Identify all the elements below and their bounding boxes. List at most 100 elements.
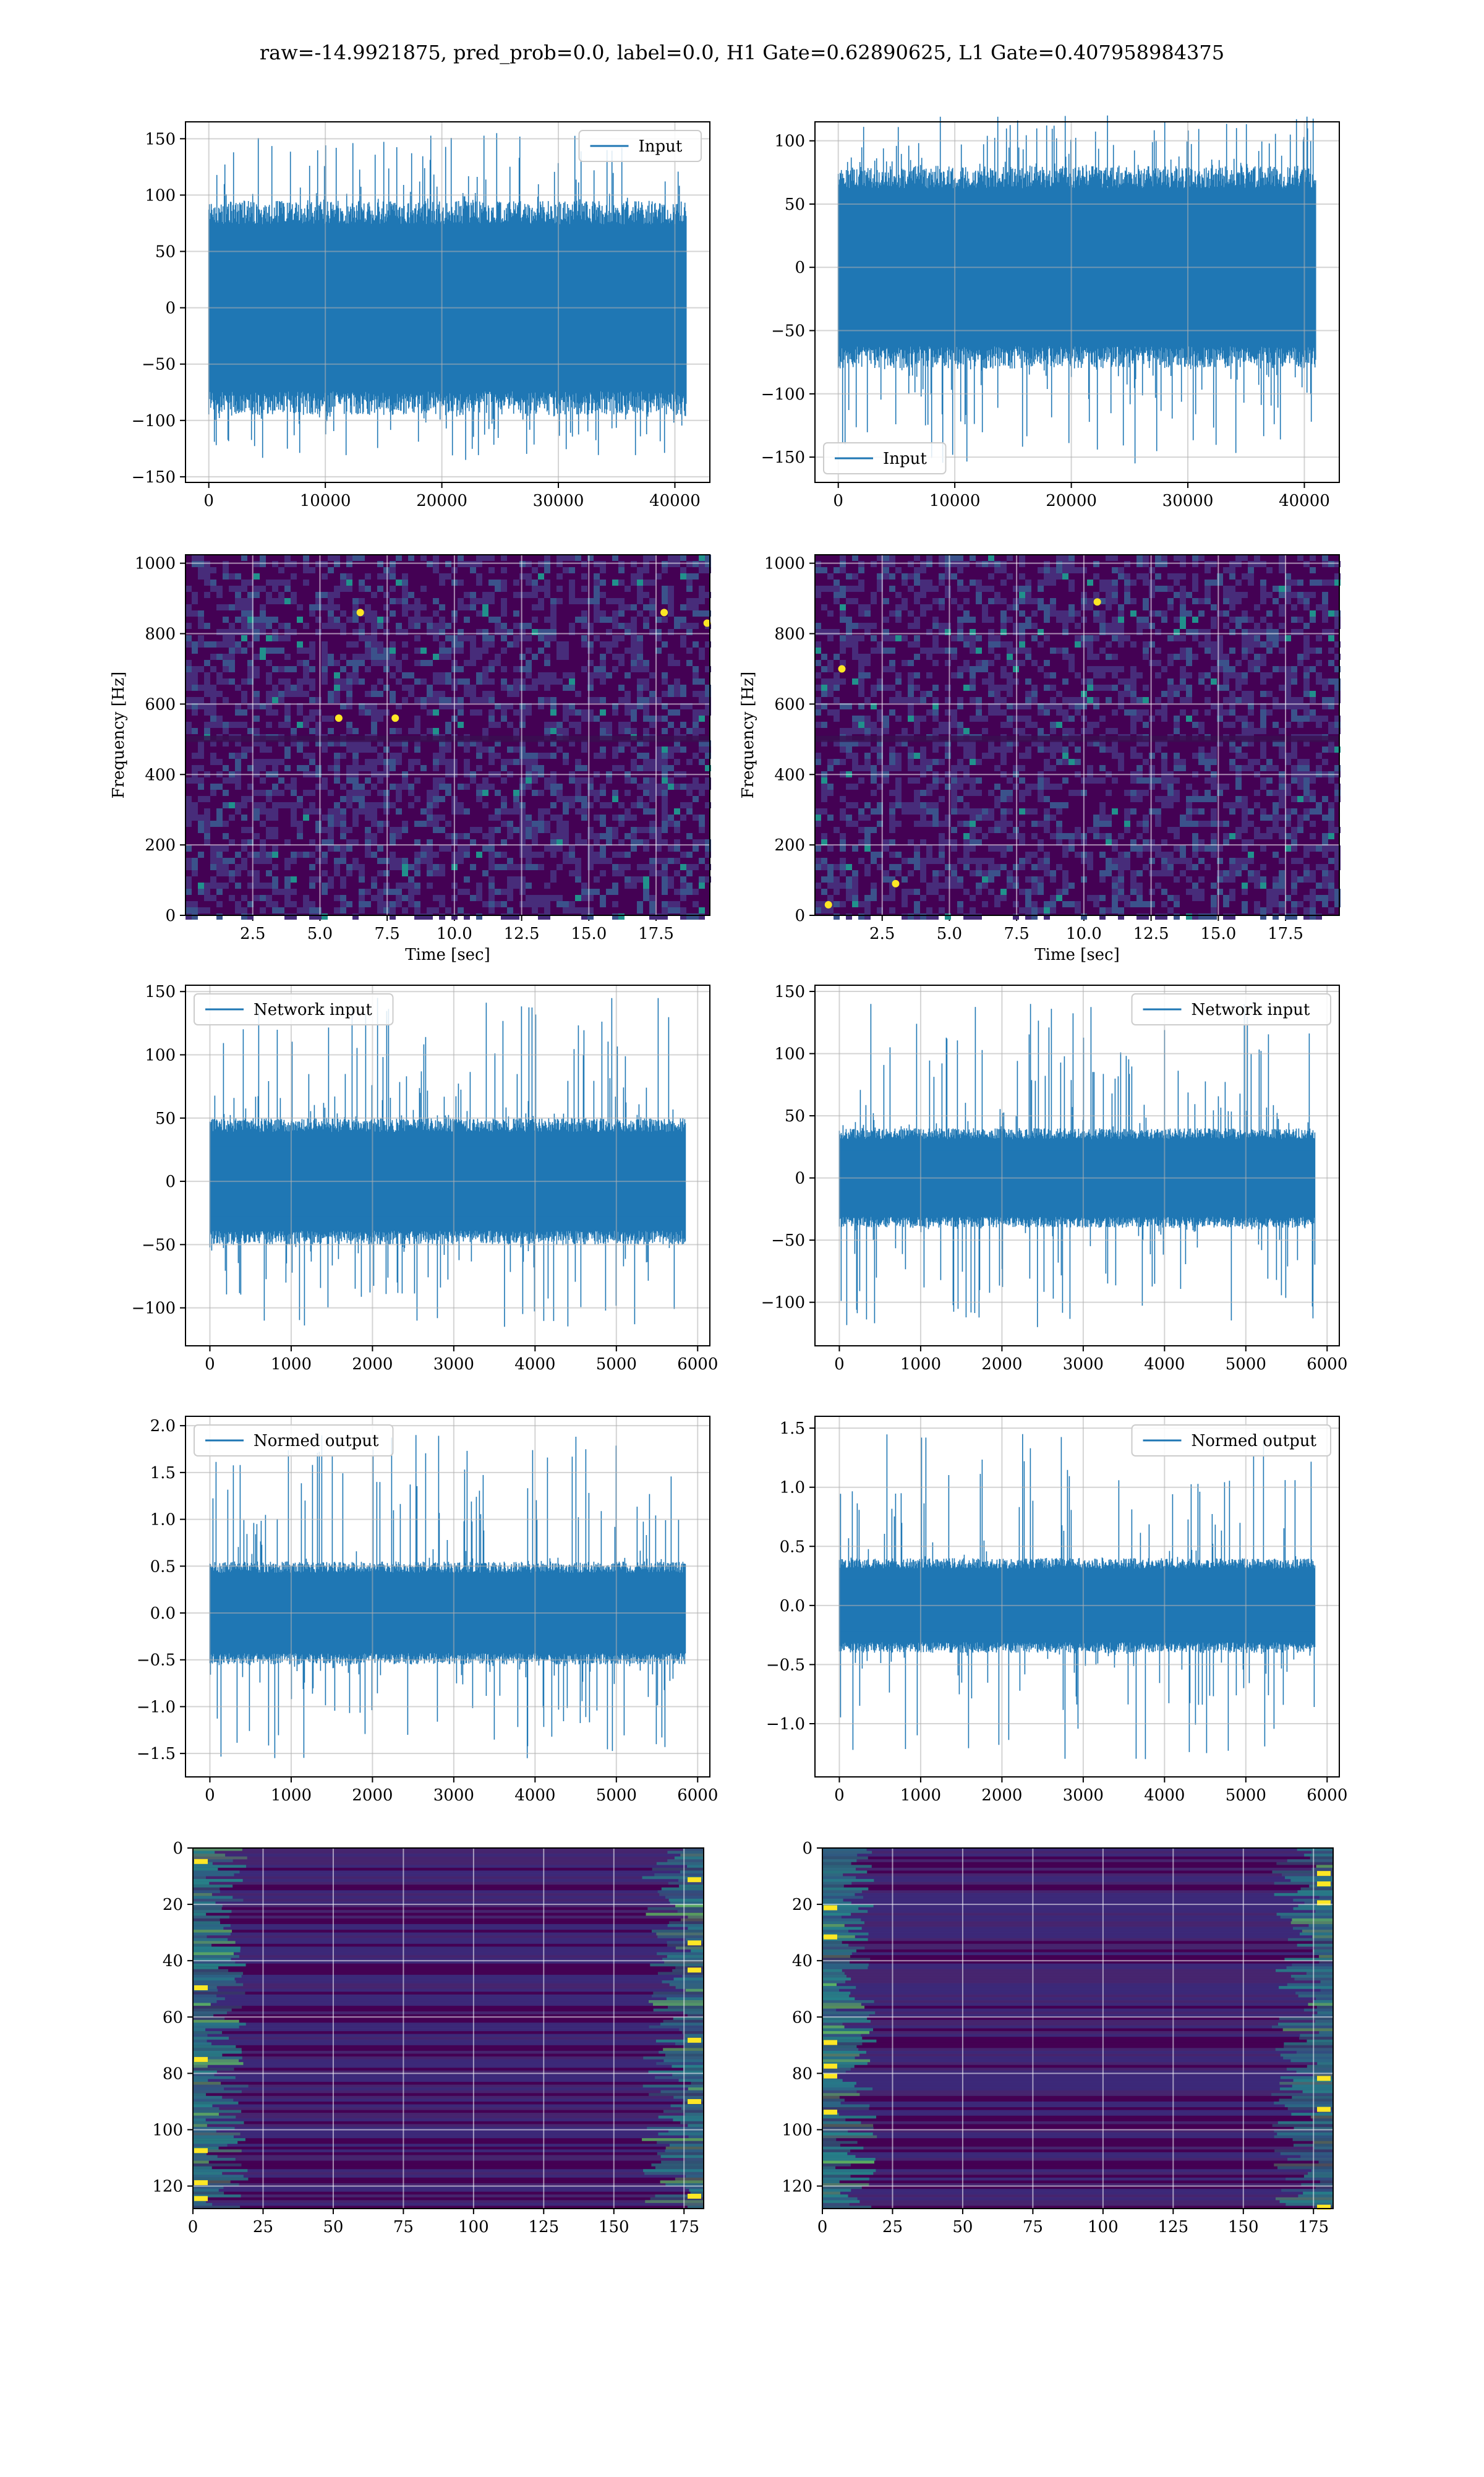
- h1-spectrogram-cell: [513, 802, 519, 808]
- h1-spectrogram-cell: [538, 753, 544, 759]
- h1-spectrogram-cell: [680, 747, 686, 753]
- h1-spectrogram-cell: [458, 858, 464, 864]
- l1-spectrogram-cell: [1229, 592, 1235, 598]
- h1-spectrogram-cell: [266, 747, 272, 753]
- l1-spectrogram-cell: [852, 678, 858, 685]
- l1-spectrogram-cell: [1303, 815, 1310, 821]
- h1-spectrogram-cell: [581, 802, 587, 808]
- l1-spectrogram-cell: [1044, 759, 1050, 765]
- l1-spectrogram-cell: [926, 802, 932, 808]
- l1-spectrogram-cell: [815, 815, 821, 821]
- h1-spectrogram-cell: [563, 827, 569, 833]
- h1-spectrogram-cell: [260, 821, 266, 827]
- l1-spectrogram-cell: [1155, 796, 1161, 802]
- h1-spectrogram-cell: [198, 573, 204, 580]
- h1-spectrogram-cell: [266, 808, 272, 815]
- l1-spectrogram-cell: [1254, 660, 1260, 666]
- h1-spectrogram-cell: [458, 852, 464, 858]
- l1-spectrogram-cell: [994, 901, 1000, 907]
- h1-spectrogram-cell: [699, 790, 705, 796]
- l1-spectrogram-cell: [1205, 561, 1211, 567]
- h1-spectrogram-cell: [575, 833, 581, 839]
- h1-spectrogram-cell: [278, 678, 284, 685]
- l1-spectrogram-cell: [1291, 833, 1297, 839]
- l1-spectrogram-cell: [1161, 913, 1167, 920]
- l1-spectrogram-ytick-label: 800: [774, 625, 805, 644]
- h1-spectrogram-cell: [643, 864, 649, 870]
- l1-spectrogram-cell: [883, 765, 889, 771]
- l1-spectrogram-cell: [982, 901, 988, 907]
- h1-spectrogram-cell: [383, 790, 390, 796]
- l1-spectrogram-cell: [1242, 858, 1248, 864]
- h1-spectrogram-cell: [371, 660, 377, 666]
- l1-spectrogram-cell: [1044, 796, 1050, 802]
- h1-spectrogram-cell: [556, 654, 563, 660]
- l1-spectrogram-cell: [1291, 709, 1297, 716]
- l1-spectrogram-cell: [1273, 641, 1279, 648]
- l1-spectrogram-cell: [1136, 672, 1143, 678]
- l1-spectrogram-cell: [963, 747, 970, 753]
- h1-spectrogram-cell: [322, 784, 328, 790]
- l1-spectrogram-cell: [1136, 889, 1143, 895]
- l1-spectrogram-cell: [1248, 722, 1254, 728]
- h1-spectrogram-cell: [668, 883, 674, 889]
- h1-spectrogram-cell: [693, 666, 699, 672]
- l1-spectrogram-cell: [1180, 598, 1186, 604]
- h1-spectrogram-cell: [488, 709, 495, 716]
- l1-spectrogram-cell: [834, 586, 840, 592]
- l1-spectrogram-cell: [1273, 827, 1279, 833]
- l1-spectrogram-cell: [852, 765, 858, 771]
- h1-spectrogram-cell: [693, 672, 699, 678]
- l1-spectrogram-cell: [1211, 845, 1217, 852]
- l1-spectrogram-cell: [1000, 821, 1007, 827]
- h1-spectrogram-cell: [272, 833, 278, 839]
- l1-spectrogram-cell: [1273, 815, 1279, 821]
- l1-spectrogram-cell: [1248, 580, 1254, 586]
- h1-spectrogram-cell: [241, 635, 247, 641]
- h1-spectrogram-ytick-label: 0: [165, 907, 176, 925]
- l1-spectrogram-cell: [988, 648, 994, 654]
- h1-feature-map-right-edge: [657, 1862, 704, 1865]
- h1-spectrogram-cell: [235, 573, 241, 580]
- h1-spectrogram-cell: [618, 685, 625, 691]
- l1-spectrogram-cell: [1266, 815, 1273, 821]
- h1-spectrogram-cell: [241, 827, 247, 833]
- h1-spectrogram-xtick-label: 2.5: [240, 925, 265, 943]
- h1-spectrogram-cell: [526, 753, 532, 759]
- h1-spectrogram-cell: [699, 907, 705, 913]
- h1-spectrogram-cell: [643, 716, 649, 722]
- l1-spectrogram-cell: [1099, 685, 1106, 691]
- l1-spectrogram-cell: [834, 883, 840, 889]
- l1-spectrogram-cell: [1279, 610, 1285, 617]
- h1-input-ytick-label: 0: [165, 299, 176, 318]
- l1-spectrogram-cell: [895, 784, 902, 790]
- l1-spectrogram-cell: [1106, 685, 1112, 691]
- l1-spectrogram-cell: [963, 765, 970, 771]
- h1-spectrogram-cell: [390, 573, 396, 580]
- h1-spectrogram-cell: [631, 827, 637, 833]
- l1-spectrogram-cell: [1279, 777, 1285, 784]
- l1-spectrogram-cell: [1143, 555, 1149, 561]
- h1-spectrogram-cell: [266, 617, 272, 623]
- h1-spectrogram-cell: [612, 753, 618, 759]
- h1-spectrogram-cell: [488, 845, 495, 852]
- l1-spectrogram-cell: [815, 561, 821, 567]
- h1-spectrogram-cell: [649, 580, 655, 586]
- h1-spectrogram-cell: [544, 660, 550, 666]
- l1-spectrogram-cell: [951, 808, 957, 815]
- h1-spectrogram-cell: [544, 567, 550, 573]
- l1-spectrogram-cell: [889, 709, 895, 716]
- h1-spectrogram-cell: [272, 580, 278, 586]
- l1-spectrogram-cell: [988, 685, 994, 691]
- l1-spectrogram-cell: [1056, 648, 1062, 654]
- l1-spectrogram-cell: [1068, 666, 1075, 672]
- h1-spectrogram-cell: [674, 907, 680, 913]
- h1-spectrogram-cell: [674, 858, 680, 864]
- l1-spectrogram-cell: [1075, 623, 1081, 629]
- h1-spectrogram-cell: [402, 907, 408, 913]
- l1-spectrogram-cell: [939, 883, 945, 889]
- l1-spectrogram-cell: [1310, 808, 1316, 815]
- h1-spectrogram-cell: [433, 610, 439, 617]
- h1-spectrogram-cell: [241, 610, 247, 617]
